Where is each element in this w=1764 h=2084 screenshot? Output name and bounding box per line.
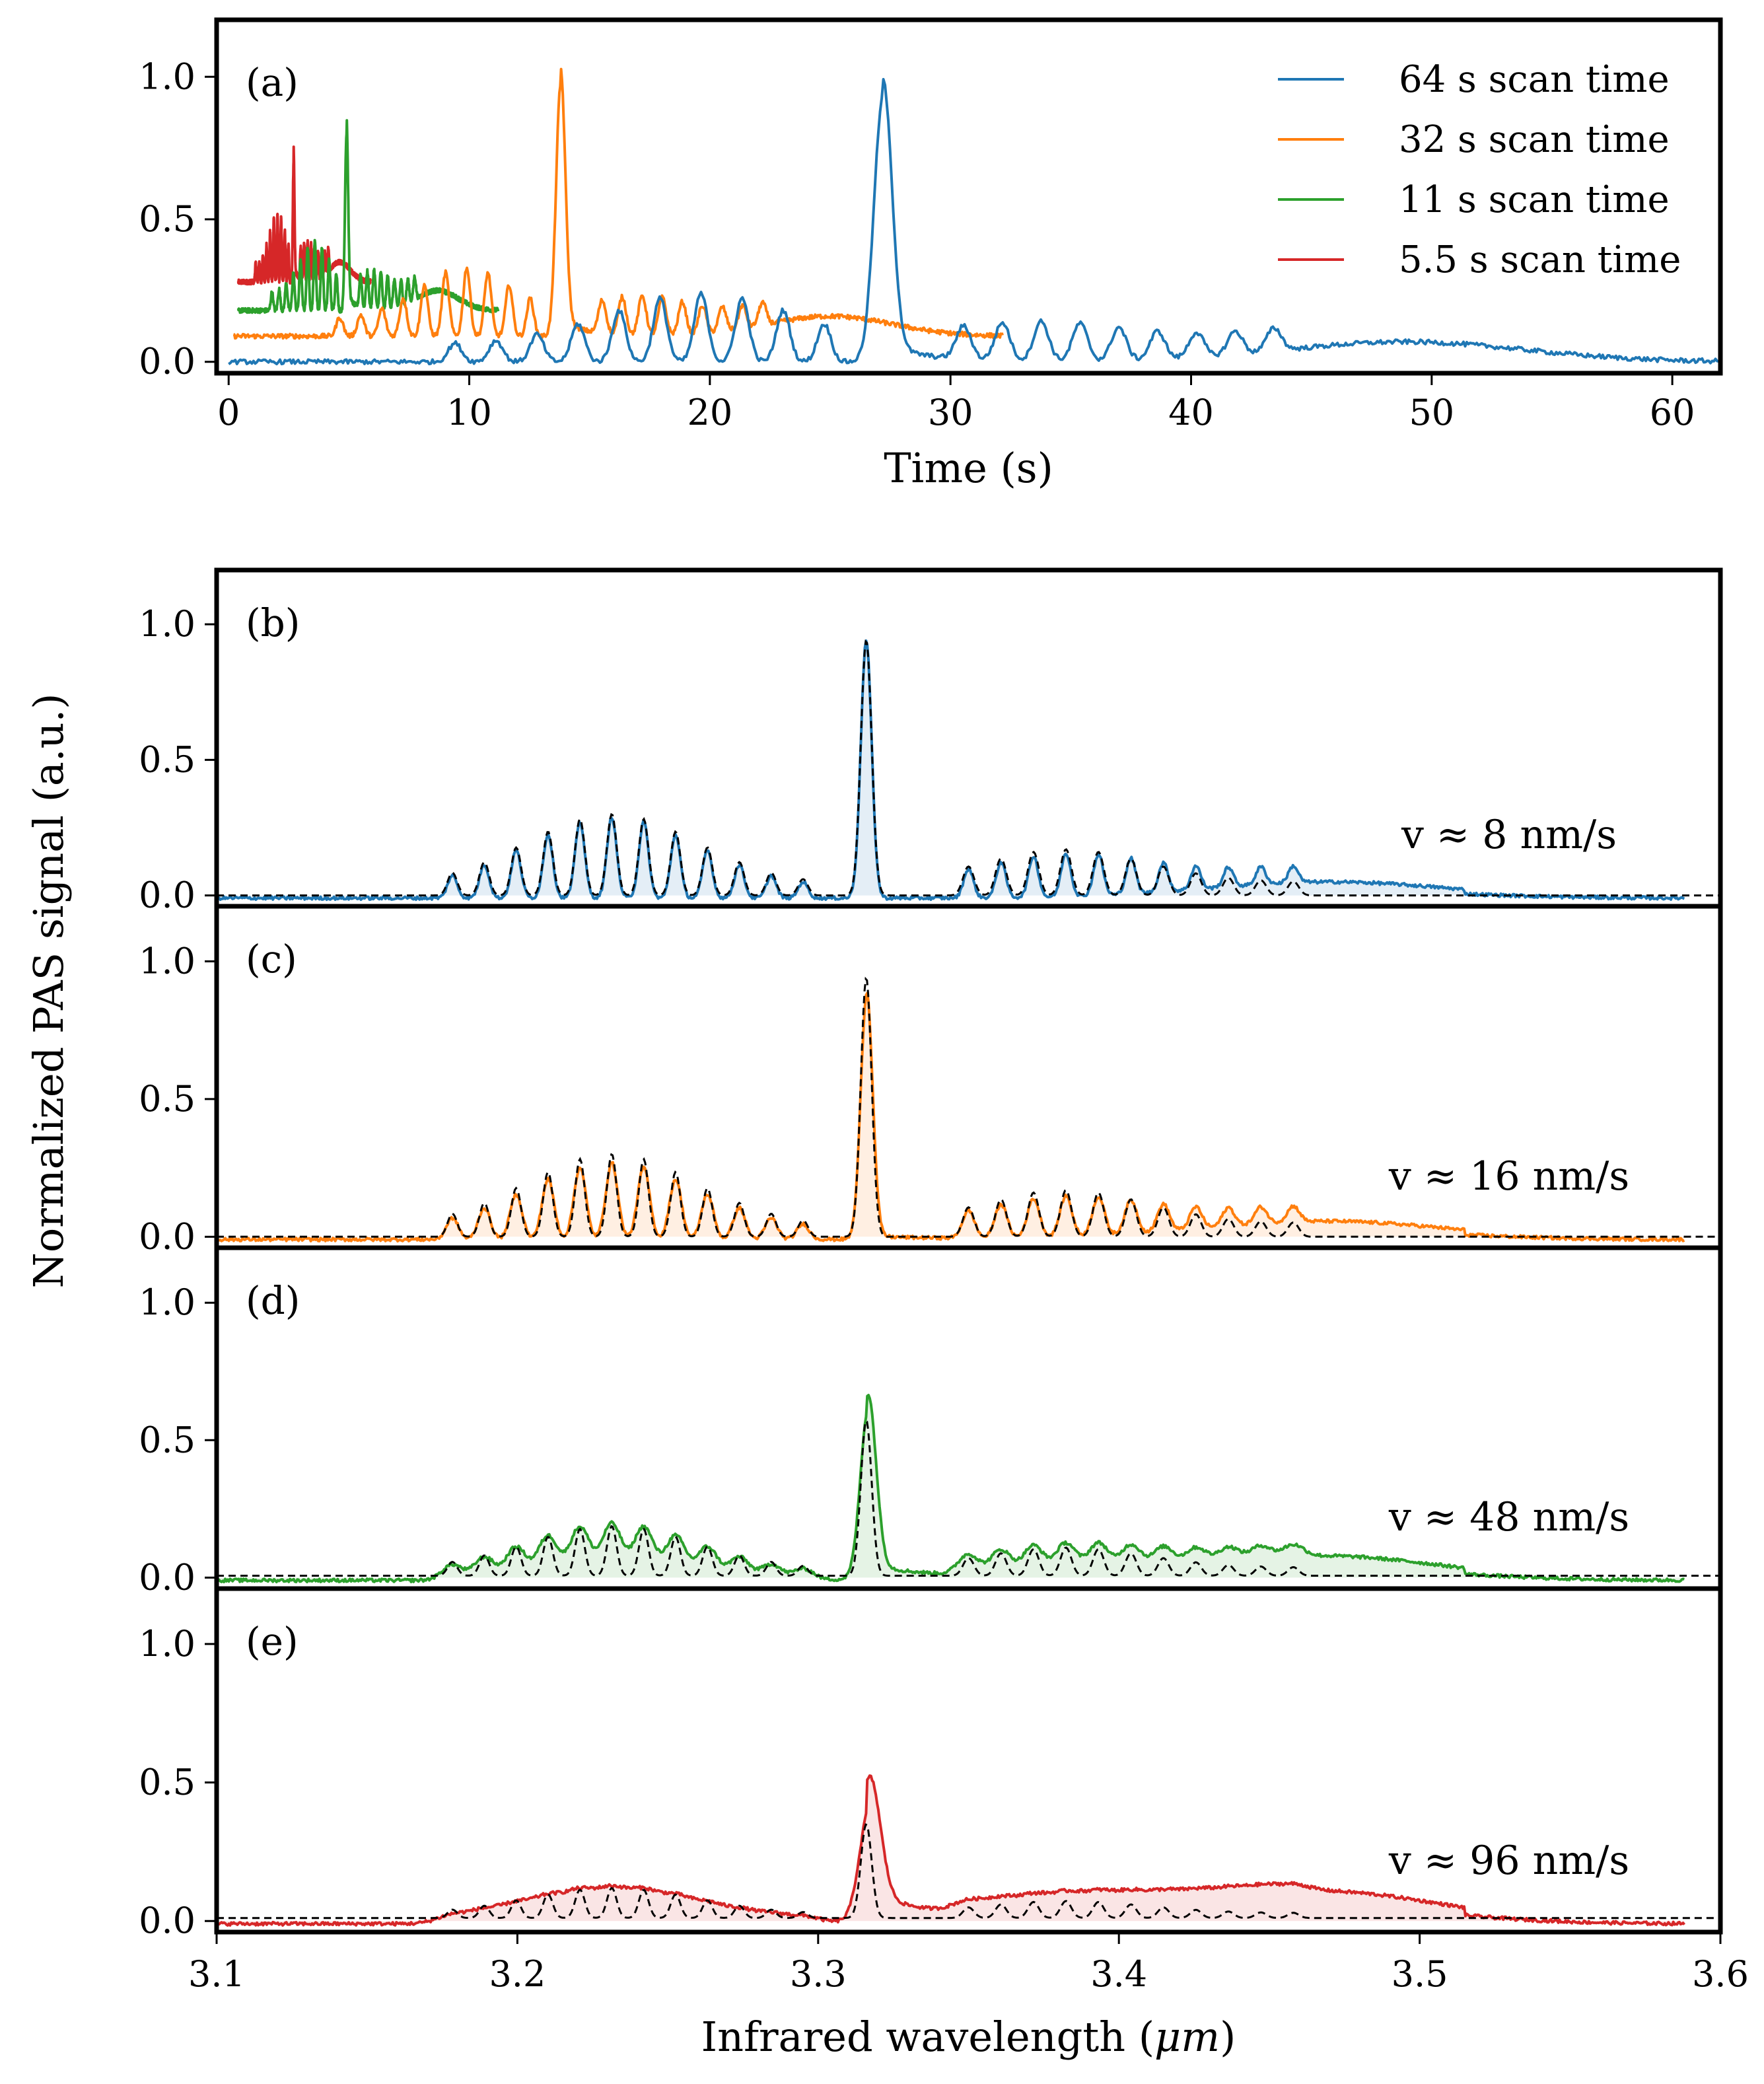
panel-c-series-layer: [215, 976, 1720, 1242]
panel-b-speed-annotation: v ≈ 8 nm/s: [1401, 812, 1617, 858]
panel-c-spectrum: 0.0 0.5 1.0 (c) v ≈ 16 nm/s: [139, 937, 1720, 1257]
panel-a-series-layer: [228, 67, 1722, 366]
panel-d-series-fill: [217, 1395, 1685, 1582]
panel-a-x-tick-label: 20: [687, 392, 732, 433]
panel-b-y-tick-label: 0.0: [139, 875, 195, 916]
panel-c-reference-line: [217, 976, 1720, 1238]
panel-c-y-tick-label: 0.0: [139, 1215, 195, 1257]
bottom-x-tick-label: 3.4: [1090, 1953, 1147, 1995]
panel-a-series-line: [228, 78, 1722, 366]
panel-b-reference-line: [217, 639, 1720, 897]
panel-c-speed-annotation: v ≈ 16 nm/s: [1388, 1153, 1629, 1200]
panel-a-x-axis-title: Time (s): [884, 444, 1053, 492]
panel-b-series-layer: [216, 639, 1720, 902]
panel-e-y-tick-label: 0.5: [139, 1762, 195, 1803]
panel-e-label: (e): [246, 1619, 299, 1664]
panel-e-y-tick-label: 0.0: [139, 1900, 195, 1941]
panel-d-y-tick-label: 0.5: [139, 1419, 195, 1460]
panel-d-label: (d): [246, 1278, 300, 1323]
x-axis-title-close: ): [1220, 2013, 1236, 2061]
panel-a-legend: 64 s scan time 32 s scan time 11 s scan …: [1278, 58, 1681, 281]
panel-d-series-layer: [215, 1394, 1720, 1583]
legend-label-32s: 32 s scan time: [1399, 118, 1670, 161]
panel-e-y-tick-label: 1.0: [139, 1623, 195, 1665]
x-axis-title-text: Infrared wavelength (: [701, 2013, 1154, 2061]
x-axis-title-unit: μm: [1154, 2013, 1220, 2061]
panel-e-series-line: [216, 1774, 1685, 1927]
panel-d-spectrum: 0.0 0.5 1.0 (d) v ≈ 48 nm/s: [139, 1278, 1720, 1598]
panel-a-frame: [214, 17, 1723, 376]
panel-e-spectrum: 0.0 0.5 1.0 (e) v ≈ 96 nm/s: [139, 1619, 1720, 1941]
panel-b-y-tick-label: 1.0: [139, 603, 195, 645]
panel-a-x-tick-label: 30: [928, 392, 973, 433]
panel-b-label: (b): [246, 600, 300, 645]
bottom-x-tick-label: 3.2: [489, 1953, 546, 1995]
bottom-x-tick-label: 3.6: [1692, 1953, 1749, 1995]
panel-a-series-line: [236, 119, 500, 314]
panel-d-y-tick-label: 0.0: [139, 1556, 195, 1598]
panel-e-speed-annotation: v ≈ 96 nm/s: [1388, 1838, 1629, 1884]
panel-b-series-line: [216, 639, 1685, 902]
bottom-x-tick-label: 3.1: [188, 1953, 245, 1995]
legend-label-64s: 64 s scan time: [1399, 58, 1670, 101]
panel-e-ticks: 0.0 0.5 1.0: [139, 1623, 217, 1941]
panel-a-x-tick-label: 60: [1650, 392, 1695, 433]
panel-e-series-layer: [216, 1774, 1720, 1927]
panel-d-ticks: 0.0 0.5 1.0: [139, 1281, 217, 1598]
panel-b-ticks: 0.0 0.5 1.0: [139, 603, 217, 916]
panel-a-time-traces: 0 10 20 30 40 50 60 0.0 0.5 1.0 (a) Time (s) 64 s…: [139, 17, 1723, 492]
panel-c-label: (c): [246, 937, 297, 982]
panel-a-x-tick-label: 40: [1168, 392, 1214, 433]
panel-c-y-tick-label: 0.5: [139, 1078, 195, 1120]
panel-b-series-fill: [217, 641, 1685, 900]
panel-d-y-tick-label: 1.0: [139, 1281, 195, 1323]
panel-c-y-tick-label: 1.0: [139, 940, 195, 982]
panel-b-y-tick-label: 0.5: [139, 738, 195, 780]
panel-a-x-tick-label: 50: [1409, 392, 1454, 433]
panel-b-spectrum: 0.0 0.5 1.0 (b) v ≈ 8 nm/s: [139, 600, 1720, 916]
panel-c-series-line: [215, 991, 1685, 1242]
panel-a-label: (a): [246, 60, 299, 105]
panel-a-x-tick-label: 10: [446, 392, 492, 433]
bottom-x-axis-title: Infrared wavelength (μm): [701, 2013, 1236, 2061]
bottom-x-ticks: 3.1 3.2 3.3 3.4 3.5 3.6: [188, 1932, 1749, 1995]
panel-a-y-tick-label: 1.0: [139, 55, 195, 97]
panel-e-frame: [214, 1586, 1723, 1935]
legend-label-5-5s: 5.5 s scan time: [1399, 238, 1681, 281]
panel-d-series-line: [215, 1394, 1685, 1583]
panel-a-ticks: 0 10 20 30 40 50 60 0.0 0.5 1.0: [139, 55, 1695, 433]
panel-c-ticks: 0.0 0.5 1.0: [139, 940, 217, 1257]
panel-a-y-tick-label: 0.0: [139, 341, 195, 382]
bottom-panel-frames: [214, 567, 1723, 1935]
panel-d-speed-annotation: v ≈ 48 nm/s: [1388, 1494, 1629, 1540]
bottom-x-tick-label: 3.3: [790, 1953, 847, 1995]
panel-c-series-fill: [217, 993, 1685, 1241]
panel-a-y-tick-label: 0.5: [139, 198, 195, 240]
y-axis-title: Normalized PAS signal (a.u.): [24, 694, 73, 1289]
panel-e-reference-line: [217, 1823, 1720, 1920]
panel-d-reference-line: [217, 1419, 1720, 1577]
bottom-x-tick-label: 3.5: [1392, 1953, 1448, 1995]
panel-a-x-tick-label: 0: [217, 392, 240, 433]
legend-label-11s: 11 s scan time: [1399, 178, 1670, 221]
panel-a-series-line: [236, 145, 372, 286]
